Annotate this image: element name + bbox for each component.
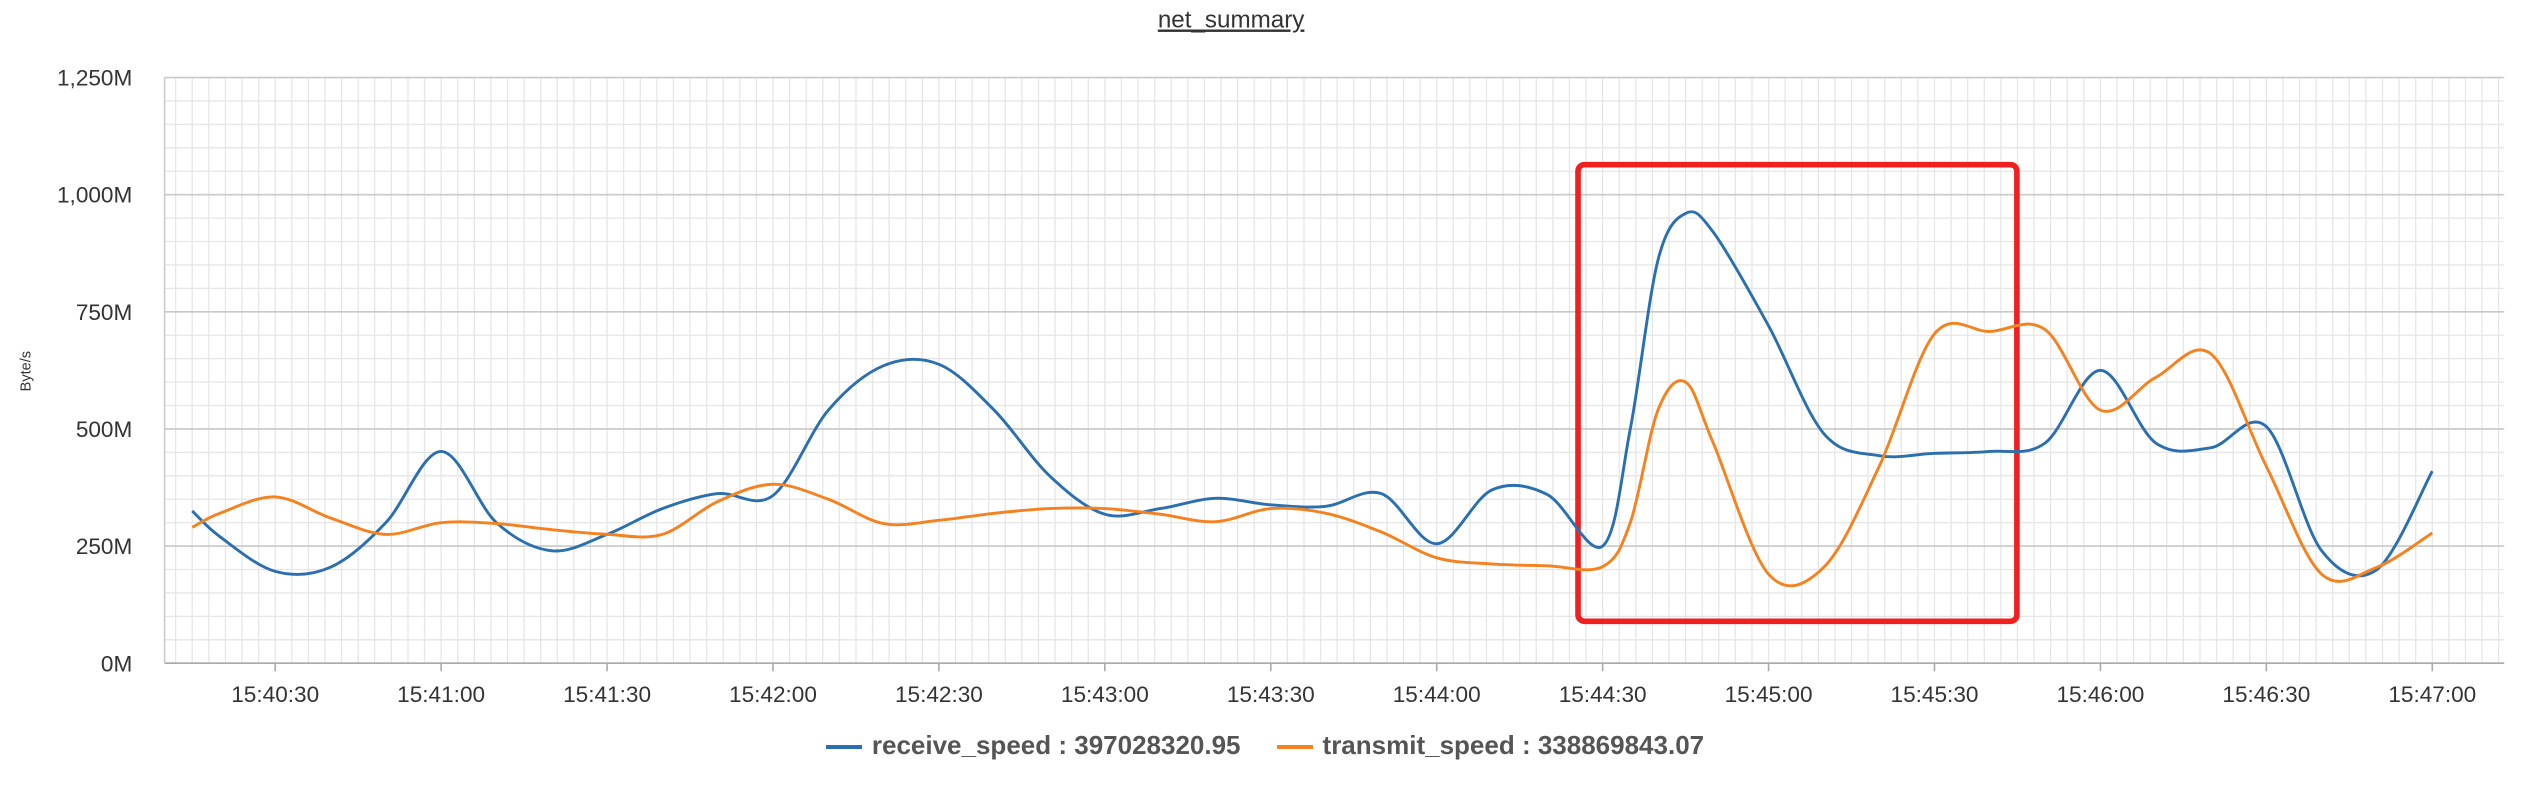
y-tick-label: 0M	[101, 651, 132, 676]
y-tick-label: 500M	[76, 417, 132, 442]
y-tick-label: 1,250M	[57, 66, 132, 91]
x-tick-label: 15:44:00	[1393, 682, 1481, 707]
series-line	[191, 210, 2434, 578]
x-tick-label: 15:42:30	[895, 682, 983, 707]
legend-value: 338869843.07	[1515, 730, 1704, 760]
legend-swatch	[1276, 745, 1313, 750]
x-tick-label: 15:41:00	[397, 682, 485, 707]
y-tick-label: 750M	[76, 300, 132, 325]
grid	[164, 76, 2505, 665]
y-tick-label: 250M	[76, 534, 132, 559]
x-tick-label: 15:45:30	[1891, 682, 1979, 707]
x-tick-label: 15:43:00	[1061, 682, 1149, 707]
legend-swatch	[825, 745, 862, 750]
x-tick-label: 15:46:00	[2056, 682, 2144, 707]
x-tick-label: 15:40:30	[231, 682, 319, 707]
chart-title: net_summary	[1158, 7, 1305, 34]
x-tick-label: 15:47:00	[2388, 682, 2476, 707]
legend-label: transmit_speed	[1322, 730, 1515, 760]
legend-entry[interactable]: receive_speed397028320.95	[825, 730, 1241, 761]
legend-entry[interactable]: transmit_speed338869843.07	[1276, 730, 1704, 761]
x-tick-label: 15:42:00	[729, 682, 817, 707]
x-tick-label: 15:44:30	[1559, 682, 1647, 707]
y-tick-label: 1,000M	[57, 183, 132, 208]
x-tick-label: 15:46:30	[2222, 682, 2310, 707]
x-tick-label: 15:43:30	[1227, 682, 1315, 707]
legend: receive_speed397028320.95transmit_speed3…	[0, 730, 2530, 761]
series-line	[191, 321, 2434, 588]
x-tick-label: 15:41:30	[563, 682, 651, 707]
x-tick-label: 15:45:00	[1725, 682, 1813, 707]
y-axis-label: Byte/s	[19, 351, 35, 391]
highlight-box	[1575, 161, 2020, 625]
legend-label: receive_speed	[871, 730, 1052, 760]
legend-value: 397028320.95	[1051, 730, 1240, 760]
